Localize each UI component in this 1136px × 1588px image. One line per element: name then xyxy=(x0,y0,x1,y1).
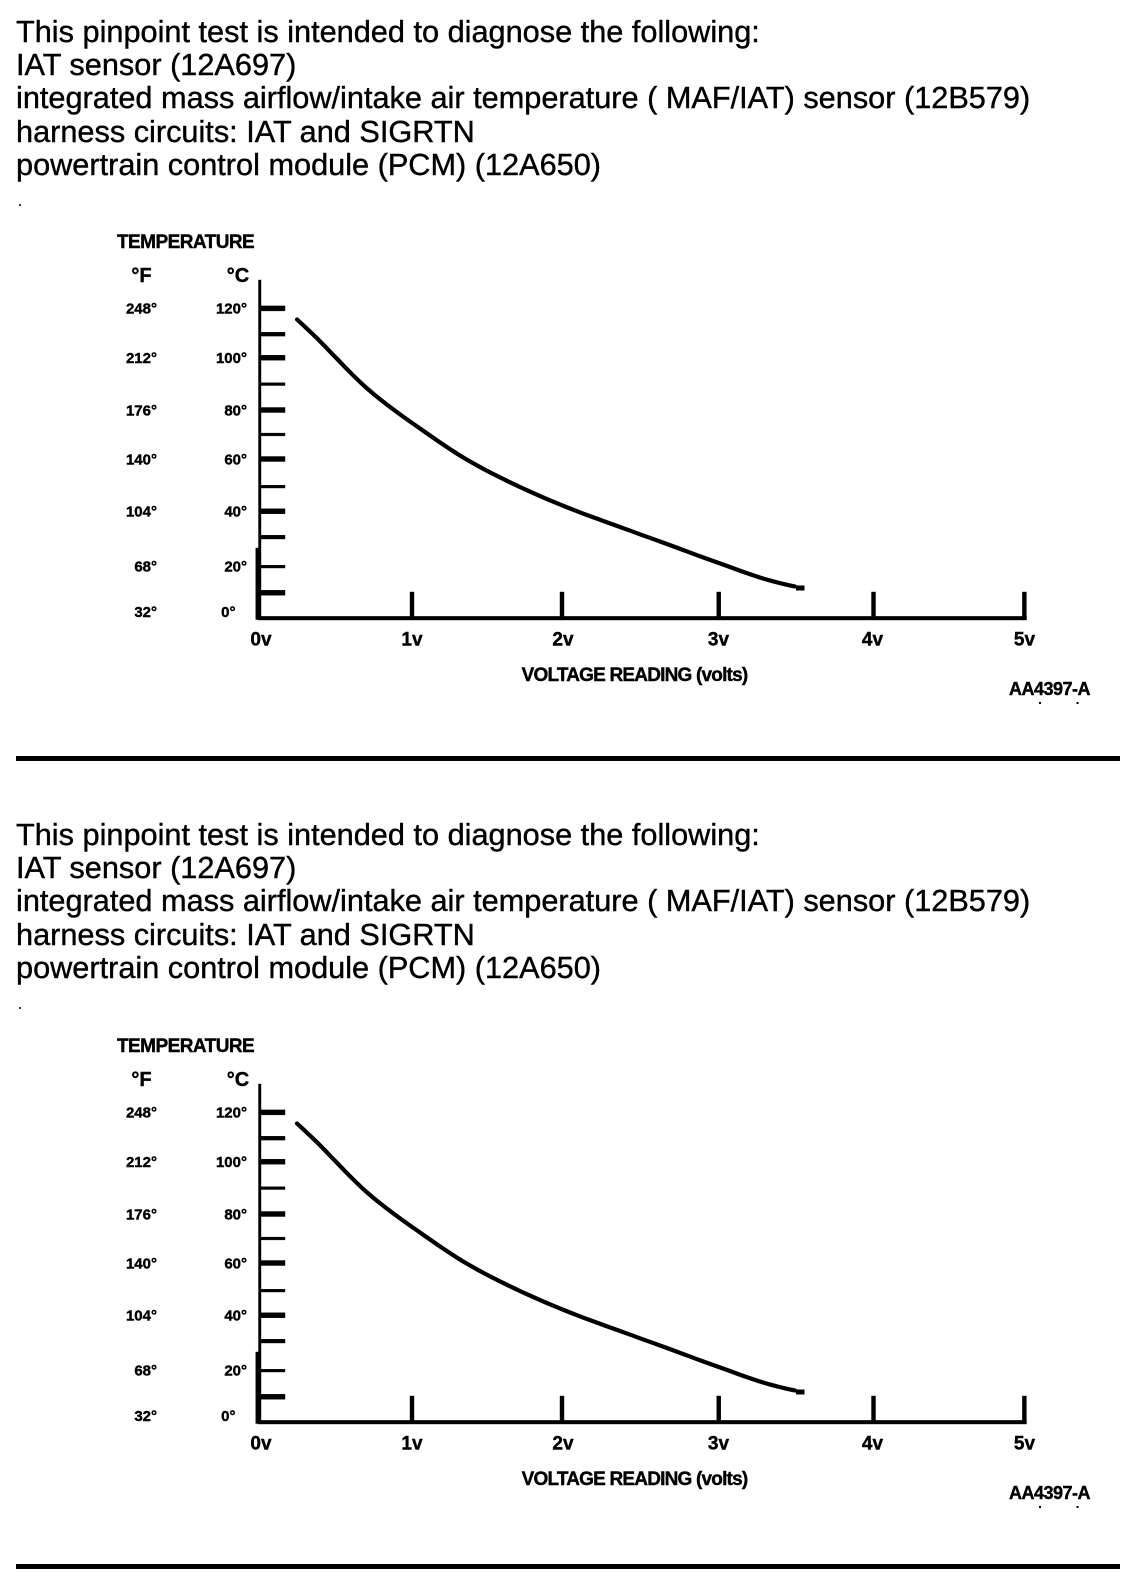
svg-text:120°: 120° xyxy=(216,1105,247,1122)
svg-text:°C: °C xyxy=(227,1069,249,1091)
svg-text:0°: 0° xyxy=(221,604,235,621)
svg-text:140°: 140° xyxy=(126,451,157,468)
svg-text:176°: 176° xyxy=(126,402,157,419)
svg-text:°F: °F xyxy=(131,265,151,287)
svg-text:80°: 80° xyxy=(224,402,247,419)
svg-text:5v: 5v xyxy=(1014,1434,1036,1455)
svg-text:°C: °C xyxy=(227,265,249,287)
svg-text:32°: 32° xyxy=(134,1408,157,1425)
svg-text:0v: 0v xyxy=(250,630,272,651)
svg-text:120°: 120° xyxy=(216,301,247,318)
svg-text:0v: 0v xyxy=(250,1434,272,1455)
svg-text:40°: 40° xyxy=(224,1308,247,1325)
svg-text:104°: 104° xyxy=(126,1308,157,1325)
svg-text:176°: 176° xyxy=(126,1206,157,1223)
svg-text:100°: 100° xyxy=(216,1154,247,1171)
svg-text:68°: 68° xyxy=(134,1363,157,1380)
svg-text:60°: 60° xyxy=(224,451,247,468)
svg-text:140°: 140° xyxy=(126,1255,157,1272)
svg-text:VOLTAGE READING (volts): VOLTAGE READING (volts) xyxy=(522,1469,748,1490)
svg-text:20°: 20° xyxy=(224,1363,247,1380)
svg-text:TEMPERATURE: TEMPERATURE xyxy=(117,232,254,253)
svg-text:212°: 212° xyxy=(126,1154,157,1171)
svg-text:80°: 80° xyxy=(224,1206,247,1223)
svg-text:0°: 0° xyxy=(221,1408,235,1425)
svg-text:°F: °F xyxy=(131,1069,151,1091)
svg-text:248°: 248° xyxy=(126,301,157,318)
svg-text:100°: 100° xyxy=(216,350,247,367)
svg-text:212°: 212° xyxy=(126,350,157,367)
svg-text:4v: 4v xyxy=(862,630,884,651)
svg-text:4v: 4v xyxy=(862,1434,884,1455)
svg-text:3v: 3v xyxy=(708,1434,730,1455)
svg-text:2v: 2v xyxy=(552,630,574,651)
svg-text:5v: 5v xyxy=(1014,630,1036,651)
svg-text:1v: 1v xyxy=(401,630,423,651)
svg-text:3v: 3v xyxy=(708,630,730,651)
svg-text:1v: 1v xyxy=(401,1434,423,1455)
svg-text:248°: 248° xyxy=(126,1105,157,1122)
svg-text:40°: 40° xyxy=(224,504,247,521)
svg-text:32°: 32° xyxy=(134,604,157,621)
svg-text:104°: 104° xyxy=(126,504,157,521)
svg-text:AA4397-A: AA4397-A xyxy=(1009,1483,1091,1503)
svg-text:2v: 2v xyxy=(552,1434,574,1455)
svg-text:TEMPERATURE: TEMPERATURE xyxy=(117,1036,254,1057)
svg-text:60°: 60° xyxy=(224,1255,247,1272)
svg-text:AA4397-A: AA4397-A xyxy=(1009,679,1091,699)
svg-text:VOLTAGE READING (volts): VOLTAGE READING (volts) xyxy=(522,665,748,686)
svg-text:20°: 20° xyxy=(224,559,247,576)
svg-text:68°: 68° xyxy=(134,559,157,576)
